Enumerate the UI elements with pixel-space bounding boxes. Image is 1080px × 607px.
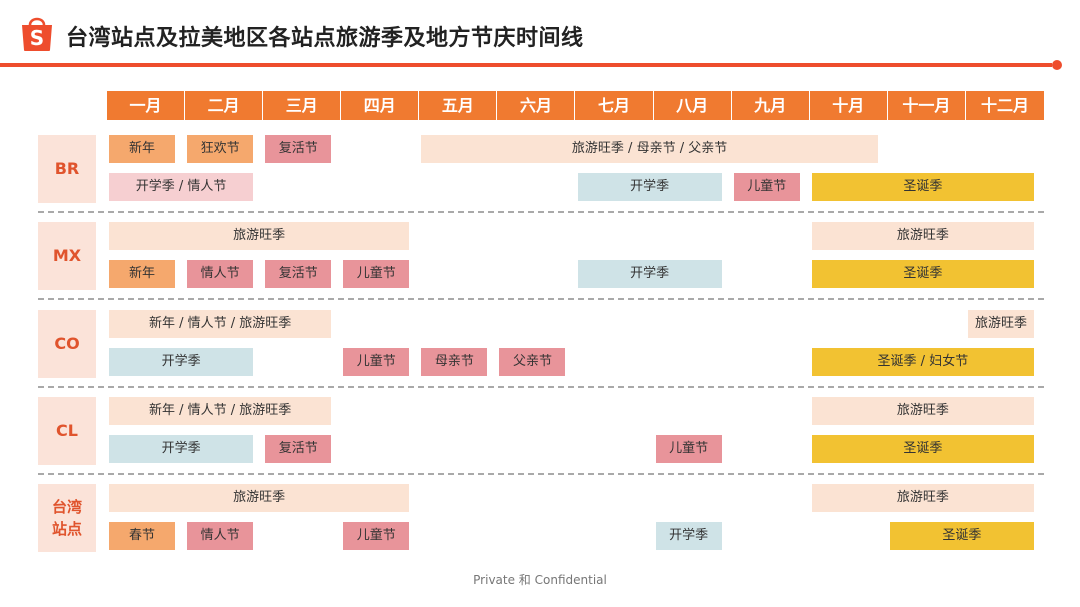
event-bar: 旅游旺季 / 母亲节 / 父亲节 — [421, 135, 878, 163]
month-header-10: 十月 — [810, 91, 888, 120]
event-bar: 复活节 — [265, 435, 332, 463]
event-bar: 旅游旺季 — [811, 484, 1034, 512]
event-bar: 旅游旺季 — [811, 222, 1034, 250]
event-bar: 复活节 — [265, 260, 332, 288]
region-label: BR — [38, 135, 96, 203]
row-separator — [38, 473, 1044, 475]
footer-confidential: Private 和 Confidential — [473, 573, 607, 587]
event-bar: 儿童节 — [343, 260, 410, 288]
event-bar: 旅游旺季 — [811, 397, 1034, 425]
event-bar: 开学季 / 情人节 — [109, 173, 254, 201]
month-header-1: 一月 — [107, 91, 186, 120]
month-header-9: 九月 — [732, 91, 810, 120]
event-bar: 圣诞季 / 妇女节 — [811, 348, 1034, 376]
month-header-12: 十二月 — [980, 96, 1029, 115]
month-header-8: 八月 — [654, 91, 732, 120]
month-header-7: 七月 — [576, 91, 654, 120]
month-header-11: 十一月 — [888, 91, 966, 120]
event-bar: 圣诞季 — [811, 435, 1034, 463]
title-divider-dot — [1052, 60, 1062, 70]
month-header-3: 三月 — [263, 91, 342, 120]
event-bar: 圣诞季 — [889, 522, 1034, 550]
event-bar: 情人节 — [187, 260, 254, 288]
region-label: CO — [38, 310, 96, 378]
event-bar: 开学季 — [577, 260, 722, 288]
event-bar: 开学季 — [109, 435, 254, 463]
region-label: CL — [38, 397, 96, 465]
month-header-4: 四月 — [341, 91, 420, 120]
page-title: 台湾站点及拉美地区各站点旅游季及地方节庆时间线 — [66, 26, 584, 51]
event-bar: 圣诞季 — [811, 173, 1034, 201]
event-bar: 儿童节 — [343, 348, 410, 376]
event-bar: 狂欢节 — [187, 135, 254, 163]
event-bar: 新年 / 情人节 / 旅游旺季 — [109, 310, 332, 338]
event-bar: 开学季 — [577, 173, 722, 201]
event-bar: 母亲节 — [421, 348, 488, 376]
event-bar: 开学季 — [655, 522, 722, 550]
region-label: 台湾站点 — [38, 484, 96, 552]
event-bar: 旅游旺季 — [109, 222, 410, 250]
event-bar: 旅游旺季 — [967, 310, 1034, 338]
event-bar: 春节 — [109, 522, 176, 550]
event-bar: 新年 — [109, 135, 176, 163]
event-bar: 开学季 — [109, 348, 254, 376]
event-bar: 儿童节 — [655, 435, 722, 463]
month-header-bar: 一月 二月 三月 四月 五月 六月 七月 八月 九月 十月 十一月 十二月 — [107, 91, 1044, 120]
event-bar: 圣诞季 — [811, 260, 1034, 288]
event-bar: 复活节 — [265, 135, 332, 163]
event-bar: 儿童节 — [343, 522, 410, 550]
logo-letter: S — [30, 26, 44, 50]
row-separator — [38, 211, 1044, 213]
month-header-6: 六月 — [497, 91, 576, 120]
region-label: MX — [38, 222, 96, 290]
row-separator — [38, 386, 1044, 388]
event-bar: 旅游旺季 — [109, 484, 410, 512]
event-bar: 儿童节 — [733, 173, 800, 201]
row-separator — [38, 298, 1044, 300]
shopee-logo-icon: S — [22, 17, 52, 51]
month-header-2: 二月 — [185, 91, 264, 120]
title-divider — [0, 63, 1052, 67]
event-bar: 父亲节 — [499, 348, 566, 376]
event-bar: 新年 — [109, 260, 176, 288]
month-header-5: 五月 — [419, 91, 498, 120]
event-bar: 新年 / 情人节 / 旅游旺季 — [109, 397, 332, 425]
event-bar: 情人节 — [187, 522, 254, 550]
